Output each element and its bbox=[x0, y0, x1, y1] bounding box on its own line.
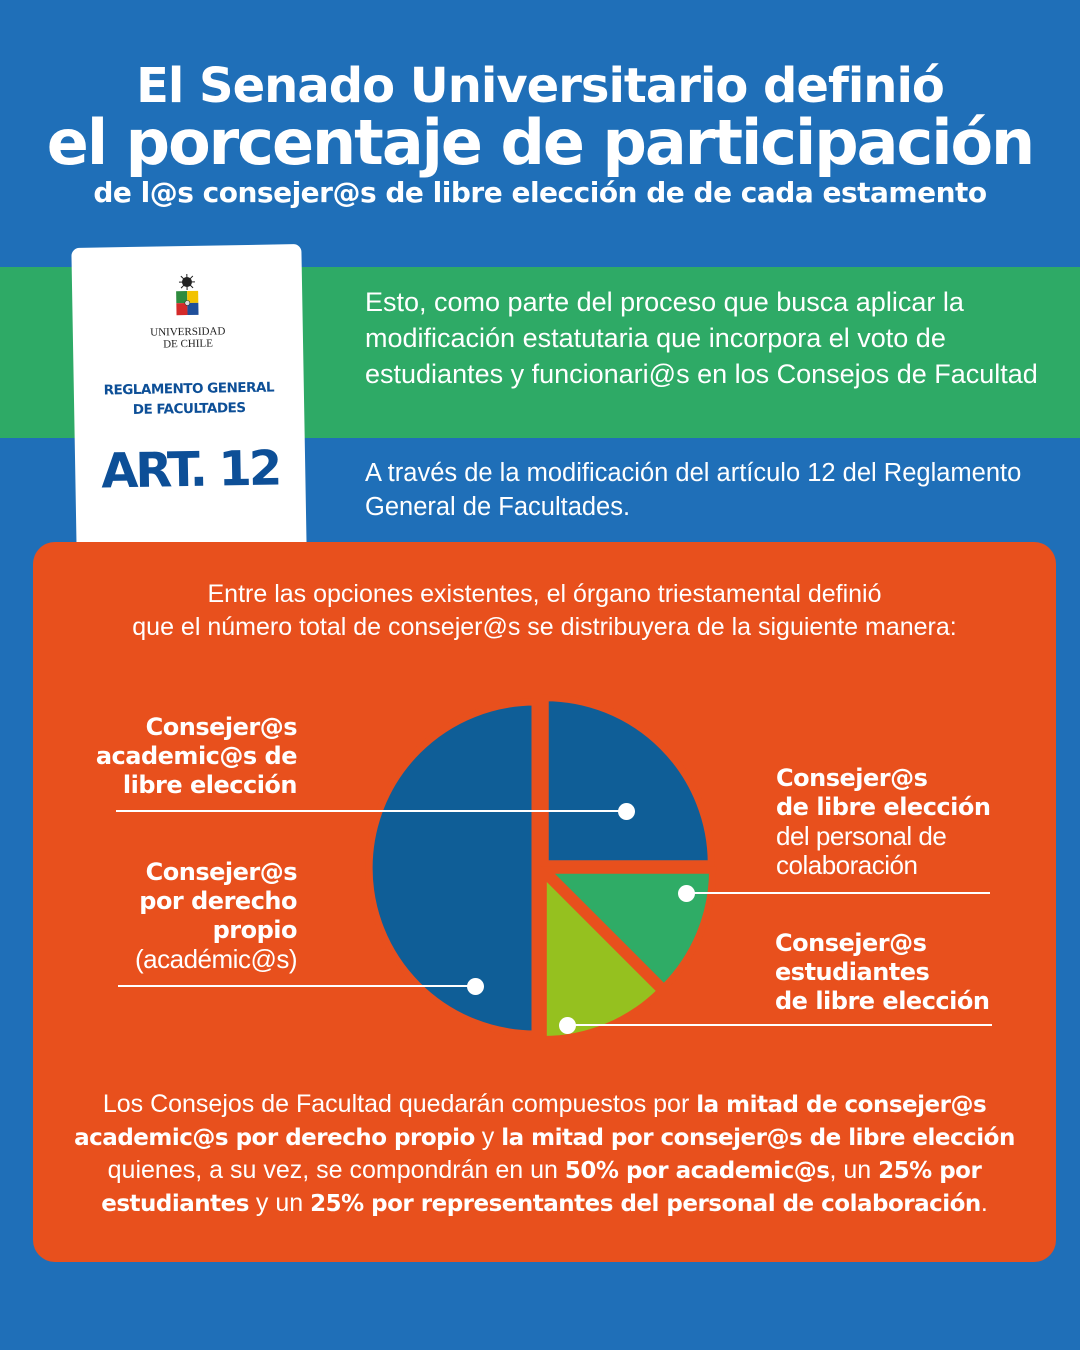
conclusion-segment: 25% por estudiantes bbox=[101, 1158, 982, 1217]
conclusion-segment: la mitad de consejer@s academic@s por de… bbox=[74, 1092, 987, 1151]
label-students: Consejer@s estudiantes de libre elección bbox=[775, 929, 990, 1015]
leader-line bbox=[567, 1024, 992, 1026]
marker-dot bbox=[678, 885, 695, 902]
second-paragraph: A través de la modificación del artículo… bbox=[365, 459, 1022, 521]
slice-students bbox=[539, 865, 666, 1044]
leader-line bbox=[116, 810, 626, 812]
title-line-3: de l@s consejer@s de libre elección de d… bbox=[93, 176, 987, 209]
university-crest-icon bbox=[176, 274, 199, 316]
leader-line bbox=[686, 892, 990, 894]
intro-paragraph: Esto, como parte del proceso que busca a… bbox=[365, 287, 1038, 389]
article-card: UNIVERSIDAD DE CHILE REGLAMENTO GENERAL DE… bbox=[71, 244, 307, 554]
conclusion-segment: y un bbox=[248, 1189, 311, 1217]
panel-conclusion: Los Consejos de Facultad quedarán compue… bbox=[53, 1088, 1036, 1220]
conclusion-segment: 25% por representantes del personal de c… bbox=[310, 1191, 981, 1217]
conclusion-segment: y bbox=[474, 1123, 502, 1151]
conclusion-segment: 50% por academic@s bbox=[564, 1158, 830, 1184]
conclusion-segment: la mitad por consejer@s de libre elecció… bbox=[501, 1125, 1015, 1151]
title-line-2: el porcentaje de participación bbox=[46, 106, 1035, 179]
conclusion-segment: . bbox=[980, 1189, 988, 1217]
slice-academic-free bbox=[541, 694, 715, 868]
slice-own-right bbox=[365, 698, 539, 1038]
marker-dot bbox=[467, 978, 484, 995]
title-line-1: El Senado Universitario definió bbox=[136, 58, 945, 114]
conclusion-segment: Los Consejos de Facultad quedarán compue… bbox=[102, 1090, 697, 1118]
conclusion-segment: quienes, a su vez, se compondrán en un bbox=[107, 1156, 565, 1184]
label-staff: Consejer@s de libre elección del personal … bbox=[776, 764, 991, 880]
conclusion-segment: , un bbox=[829, 1156, 879, 1184]
leader-line bbox=[118, 985, 475, 987]
marker-dot bbox=[559, 1017, 576, 1034]
slice-staff bbox=[538, 866, 717, 993]
label-academic-free: Consejer@s academic@s de libre elección bbox=[95, 713, 298, 799]
panel-intro: Entre las opciones existentes, el órgano… bbox=[132, 580, 957, 641]
marker-dot bbox=[618, 803, 635, 820]
label-own-right: Consejer@s por derecho propio (académic@s) bbox=[135, 858, 297, 974]
